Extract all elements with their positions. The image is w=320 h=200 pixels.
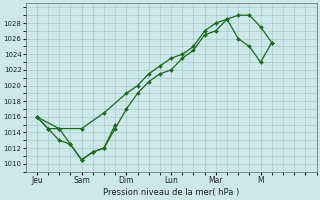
X-axis label: Pression niveau de la mer( hPa ): Pression niveau de la mer( hPa ) [103, 188, 239, 197]
